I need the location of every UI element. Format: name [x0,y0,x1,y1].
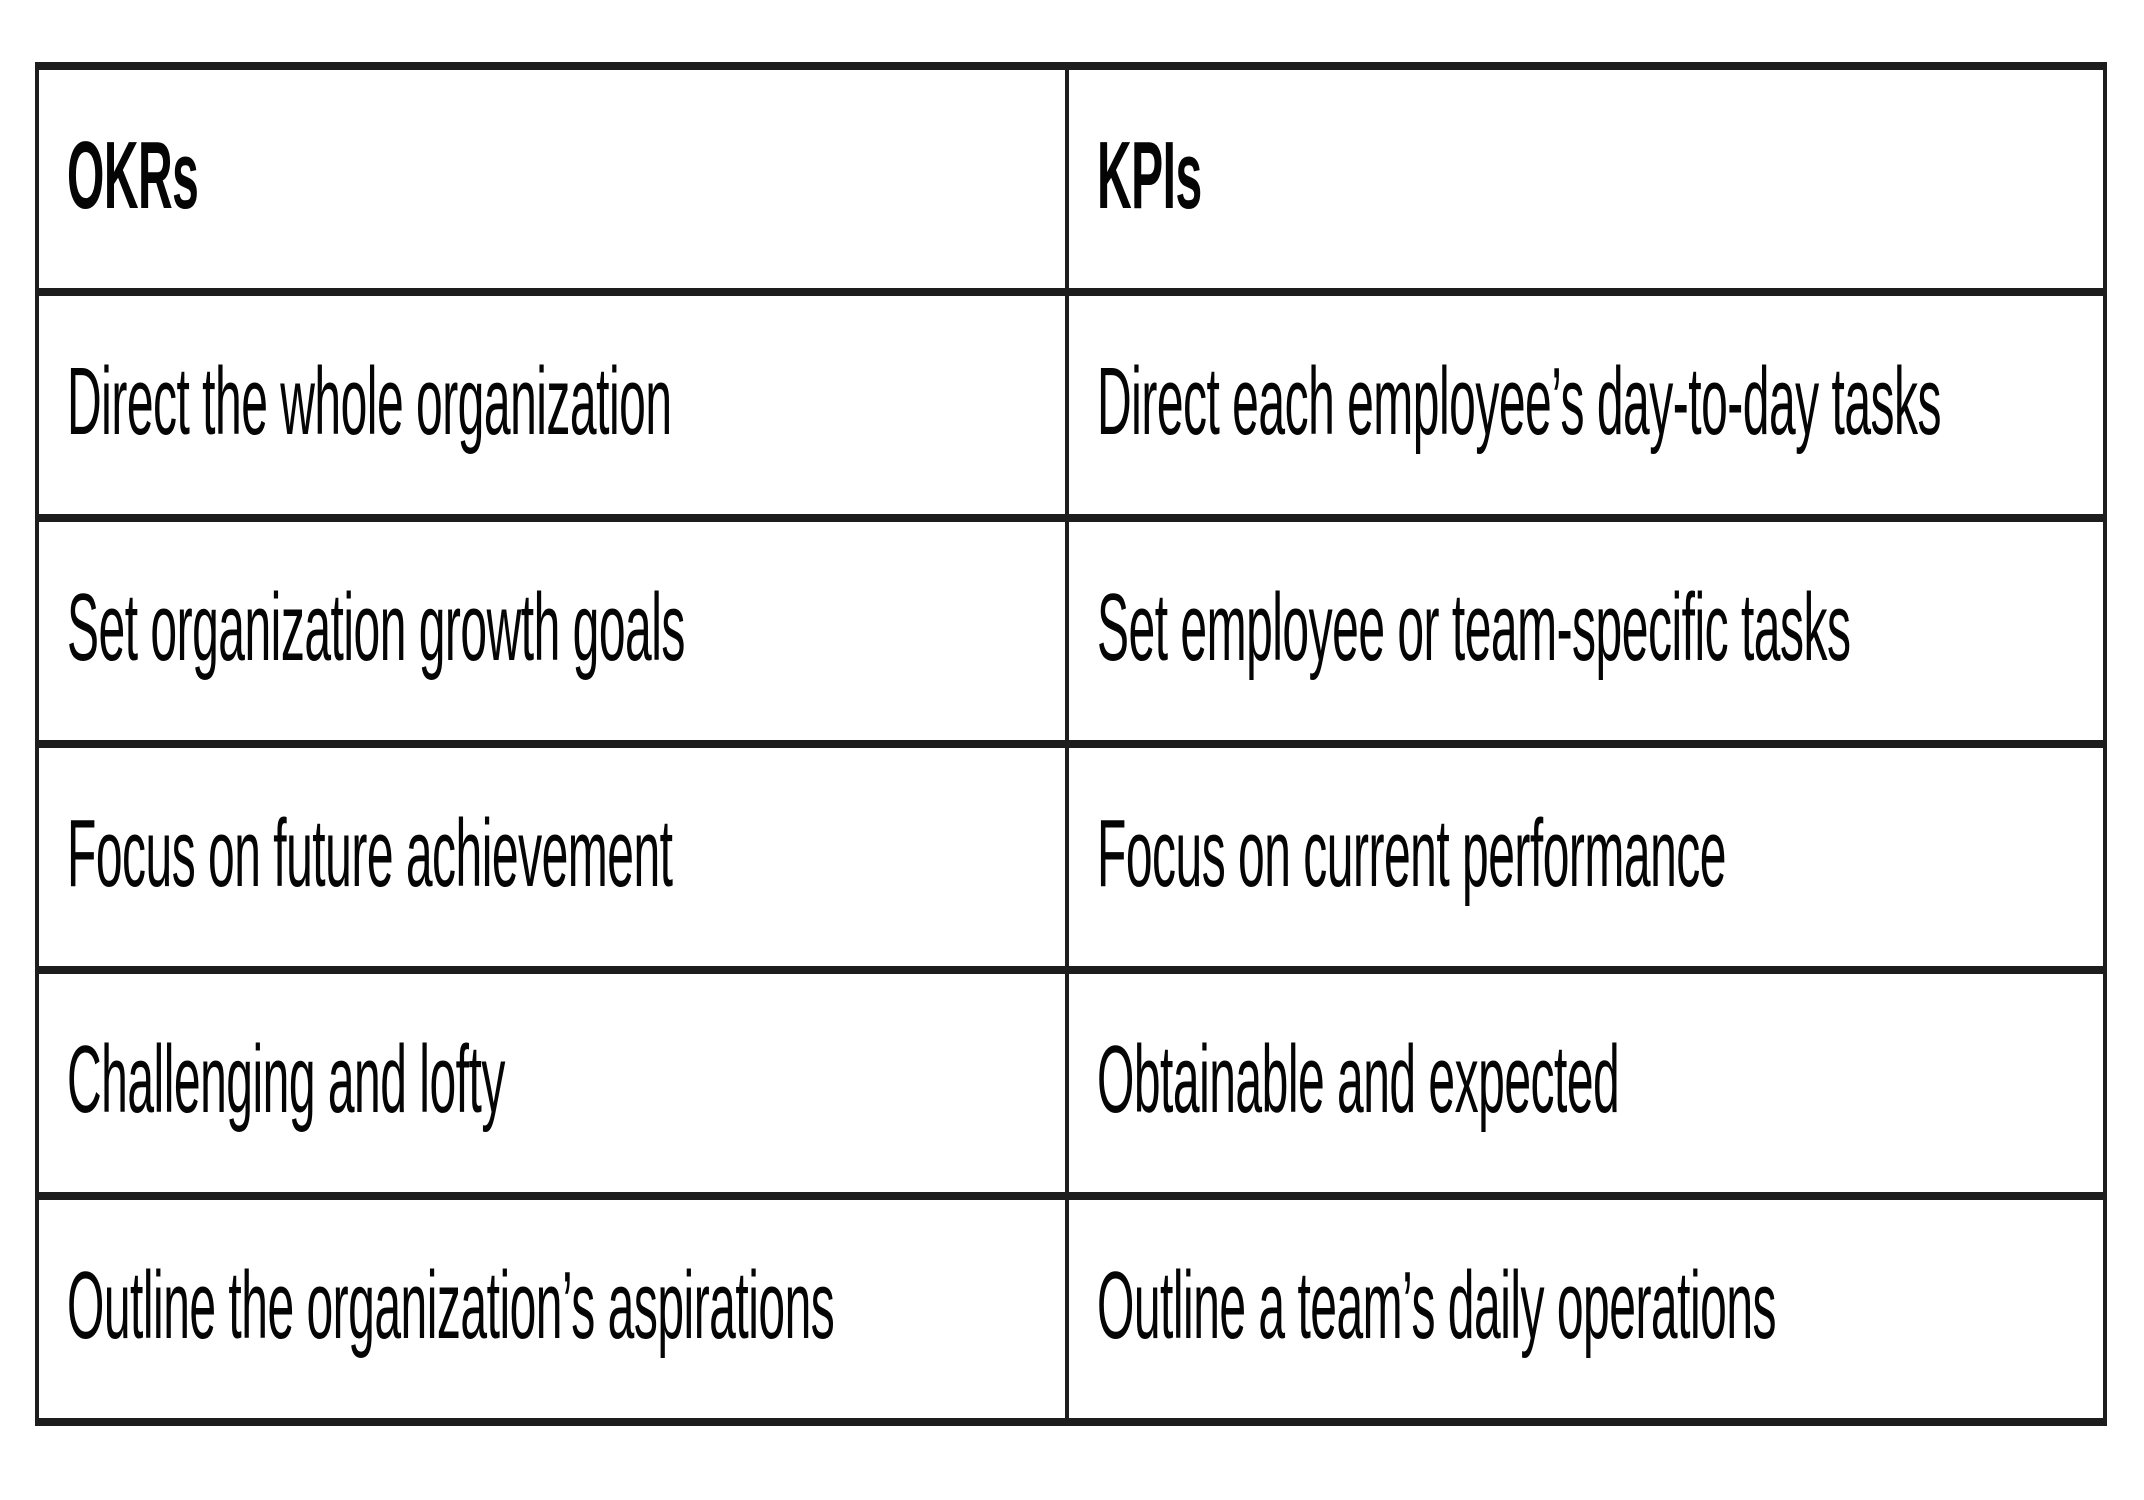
column-header-kpis: KPIs [1065,62,2107,296]
okr-cell: Outline the organization’s aspirations [35,1192,1069,1426]
kpi-cell: Set employee or team-specific tasks [1065,514,2107,748]
okr-cell: Challenging and lofty [35,966,1069,1200]
table-row: Focus on future achievement Focus on cur… [35,740,2107,974]
kpi-cell: Direct each employee’s day-to-day tasks [1065,288,2107,522]
kpi-cell: Focus on current performance [1065,740,2107,974]
okr-cell: Direct the whole organization [35,288,1069,522]
table-row: Set organization growth goals Set employ… [35,514,2107,748]
okr-cell: Set organization growth goals [35,514,1069,748]
column-header-okrs: OKRs [35,62,1069,296]
kpi-cell: Obtainable and expected [1065,966,2107,1200]
table-row: Direct the whole organization Direct eac… [35,288,2107,522]
kpi-cell: Outline a team’s daily operations [1065,1192,2107,1426]
table-row: Outline the organization’s aspirations O… [35,1192,2107,1426]
header-row: OKRs KPIs [35,62,2107,296]
okr-kpi-comparison-table: OKRs KPIs Direct the whole organization … [35,62,2107,1426]
okr-cell: Focus on future achievement [35,740,1069,974]
table-row: Challenging and lofty Obtainable and exp… [35,966,2107,1200]
